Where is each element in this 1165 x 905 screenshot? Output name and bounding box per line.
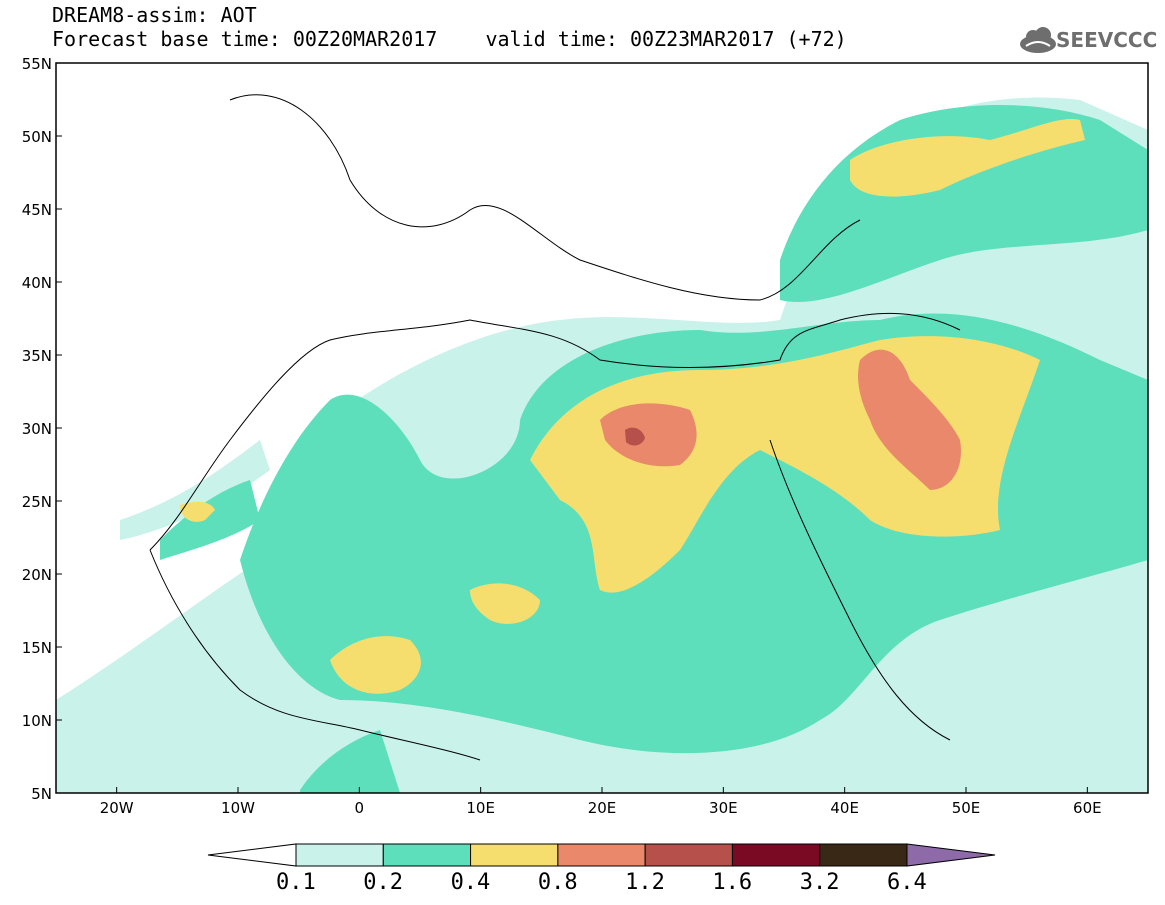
colorbar-level-label: 0.8 (537, 870, 578, 895)
colorbar-box (557, 843, 646, 867)
colorbar-box (382, 843, 472, 867)
lat-tick-label: 5N (31, 785, 52, 803)
lon-tick-label: 50E (952, 799, 981, 817)
lon-tick-label: 60E (1073, 799, 1102, 817)
lat-tick-label: 50N (22, 128, 52, 146)
colorbar-box (819, 843, 908, 867)
colorbar-box (295, 843, 384, 867)
lat-tick-label: 40N (22, 274, 52, 292)
colorbar-box (644, 843, 733, 867)
aot-level-0-8 (600, 349, 961, 490)
colorbar-box (470, 843, 559, 867)
lon-tick-label: 0 (355, 799, 365, 817)
colorbar-level-label: 3.2 (799, 870, 840, 895)
chart-title: DREAM8-assim: AOT (52, 3, 257, 27)
cloud-icon (1020, 27, 1056, 53)
logo (1020, 27, 1056, 53)
colorbar-level-label: 0.4 (450, 870, 491, 895)
lon-tick-label: 20E (588, 799, 617, 817)
lon-tick-label: 30E (709, 799, 738, 817)
lat-tick-label: 15N (22, 639, 52, 657)
colorbar-over-arrow (906, 843, 996, 867)
lat-tick-label: 10N (22, 712, 52, 730)
lat-axis: 5N 10N 15N 20N 25N 30N 35N 40N 45N 50N 55N (22, 55, 62, 803)
coastlines (149, 94, 961, 761)
lat-tick-label: 20N (22, 566, 52, 584)
lon-axis: 20W 10W 0 10E 20E 30E 40E 50E 60E (100, 787, 1102, 817)
lat-tick-label: 25N (22, 493, 52, 511)
lon-tick-label: 20W (100, 799, 134, 817)
colorbar-under-arrow (207, 843, 297, 867)
lat-tick-label: 55N (22, 55, 52, 73)
colorbar-level-label: 0.2 (363, 870, 404, 895)
colorbar-level-label: 1.6 (712, 870, 753, 895)
chart-subtitle: Forecast base time: 00Z20MAR2017 valid t… (52, 27, 847, 51)
colorbar-level-label: 6.4 (887, 870, 927, 895)
lat-tick-label: 35N (22, 347, 52, 365)
colorbar-box (731, 843, 821, 867)
logo-text: SEEVCCC (1056, 28, 1158, 52)
lat-tick-label: 45N (22, 201, 52, 219)
colorbar (207, 843, 996, 867)
lon-tick-label: 10E (466, 799, 495, 817)
colorbar-level-label: 0.1 (276, 870, 316, 895)
colorbar-level-label: 1.2 (625, 870, 665, 895)
aot-field (56, 97, 1148, 793)
lat-tick-label: 30N (22, 420, 52, 438)
lon-tick-label: 10W (221, 799, 255, 817)
lon-tick-label: 40E (830, 799, 859, 817)
aot-level-1-2 (625, 427, 645, 446)
